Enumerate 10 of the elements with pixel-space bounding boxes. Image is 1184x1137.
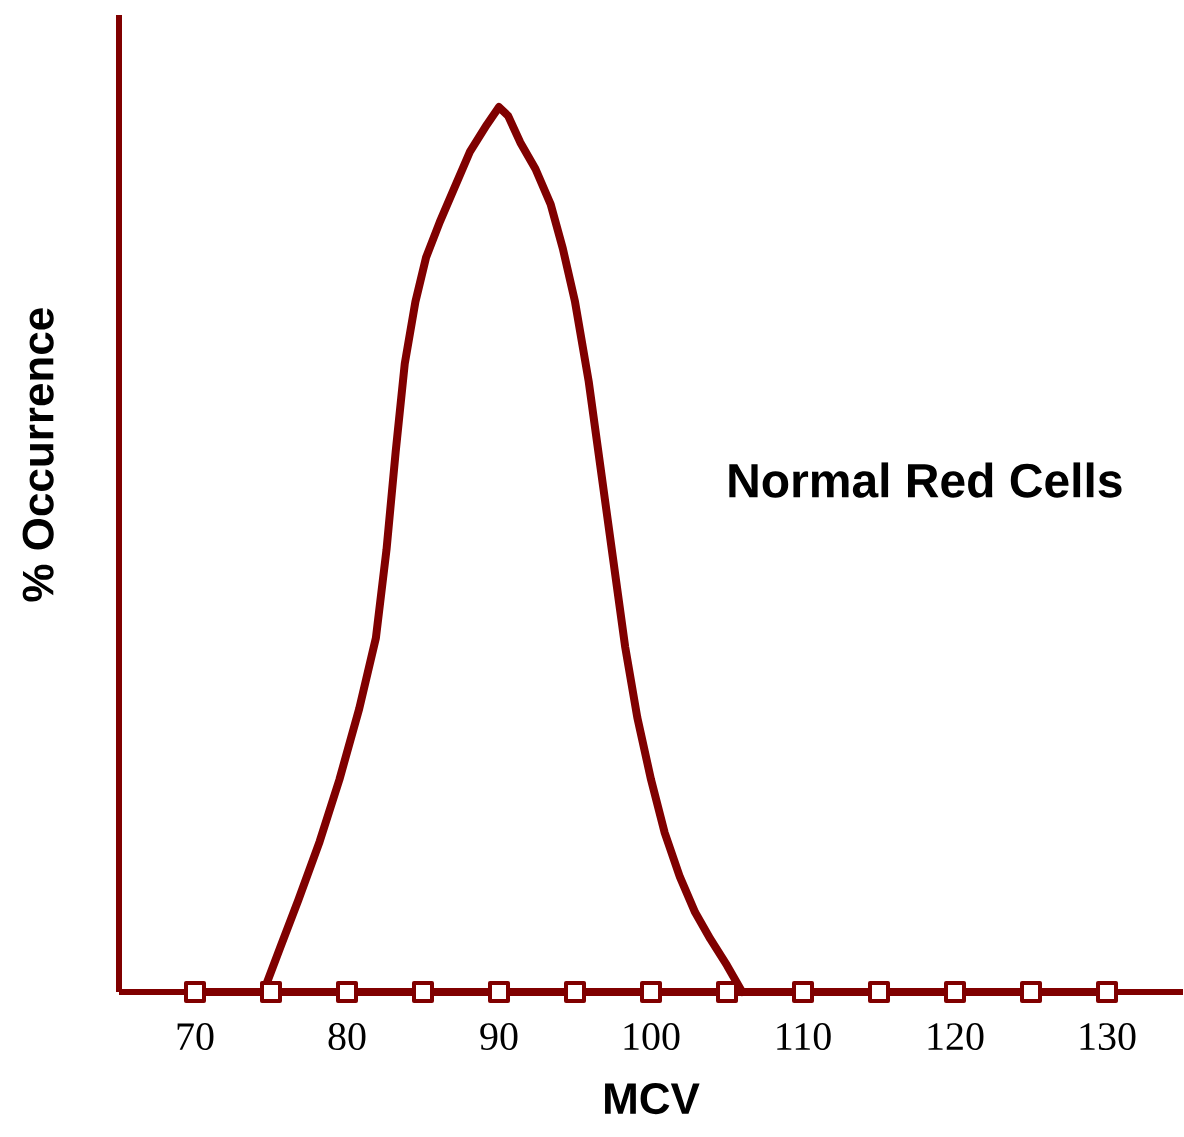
x-tick-label: 110: [777, 1023, 831, 1051]
y-axis-title: % Occurrence: [22, 308, 54, 602]
x-tick-label: 80: [328, 1023, 366, 1051]
x-tick-label: 120: [928, 1023, 984, 1051]
x-tick-label: 100: [624, 1023, 680, 1051]
x-tick-label: 70: [177, 1023, 214, 1051]
x-axis-title: MCV: [605, 1083, 700, 1115]
x-tick-label: 130: [1080, 1023, 1136, 1051]
annotation: Normal Red Cells: [729, 462, 1122, 498]
x-tick-label: 90: [480, 1023, 518, 1051]
